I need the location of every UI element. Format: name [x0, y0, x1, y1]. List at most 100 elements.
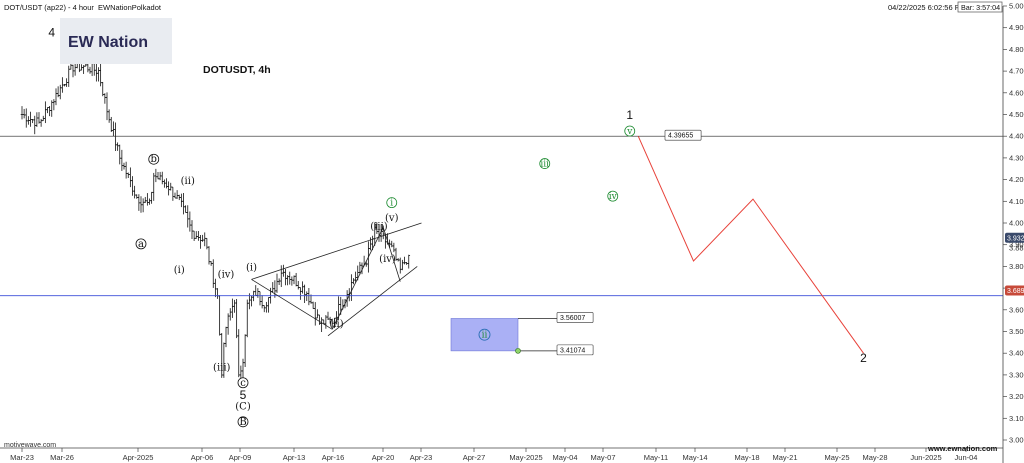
wave-label-circled: B [239, 417, 246, 428]
bar-timer: Bar: 3:57:04 [961, 3, 1000, 12]
wave-label-paren: (iv) [379, 254, 396, 265]
wave-label-paren: (ii) [329, 319, 343, 330]
projection-path [637, 135, 864, 354]
x-tick-label: Apr-20 [372, 453, 395, 462]
trendline [382, 227, 401, 282]
wave-label-circled: iii [540, 160, 549, 170]
y-tick-label: 4.100 [1009, 197, 1024, 206]
y-tick-label: 3.000 [1009, 436, 1024, 445]
author-header: EWNationPolkadot [98, 3, 162, 12]
x-tick-label: May-28 [862, 453, 887, 462]
trendline [251, 222, 422, 280]
wave-label-circle [539, 158, 551, 169]
wave-label-circle [607, 190, 619, 202]
timestamp-header: 04/22/2025 6:02:56 PM [888, 3, 966, 12]
y-tick-label: 3.400 [1009, 349, 1024, 358]
bar-timer-box [957, 1, 1003, 13]
wave-label-circled: iv [609, 192, 618, 202]
brand-text: EW Nation [68, 34, 148, 51]
trendline [251, 279, 333, 330]
wave-label-circle [237, 416, 249, 428]
y-tick-label: 3.800 [1009, 262, 1024, 271]
x-tick-label: May-21 [772, 453, 797, 462]
x-tick-label: May-2025 [509, 453, 542, 462]
box-wave-circle [478, 328, 491, 341]
footer-left: motivewave.com [4, 442, 56, 449]
x-tick-label: Apr-06 [191, 453, 214, 462]
y-tick-label: 3.200 [1009, 392, 1024, 401]
x-tick-label: Apr-13 [283, 453, 306, 462]
wave-label-paren: (i) [246, 263, 257, 274]
wave-label-circled: i [390, 199, 393, 209]
box-top-value-box [556, 312, 594, 323]
symbol-header: DOT/USDT (ap22) - 4 hour [4, 3, 94, 12]
target-zone-box [450, 318, 519, 352]
y-tick-label: 3.600 [1009, 305, 1024, 314]
chart-title: DOTUSDT, 4h [203, 64, 271, 76]
brand-logo: EW Nation [60, 18, 172, 64]
wave-label-major: 1 [626, 108, 633, 122]
y-tick-label: 4.500 [1009, 110, 1024, 119]
plot-area [0, 6, 1003, 448]
candles [20, 54, 411, 379]
x-tick-label: Jun-2025 [910, 453, 941, 462]
wave-label-circled: b [151, 154, 157, 165]
target-price-tag: 4.39655 [668, 133, 693, 140]
price-label: 3.885 [1009, 243, 1024, 252]
current-price-tag-bg [1005, 232, 1024, 243]
y-tick-label: 4.400 [1009, 132, 1024, 141]
box-wave-label: ii [482, 331, 488, 341]
x-tick-label: May-14 [682, 453, 707, 462]
x-tick-label: Apr-16 [322, 453, 345, 462]
wave-label-major: 5 [240, 388, 247, 402]
wave-label-paren: (iii) [213, 363, 230, 374]
wave-label-circle [135, 238, 147, 250]
wave-label-paren: (i) [174, 265, 185, 276]
target-price-tag-box [664, 129, 702, 141]
support-price-tag-bg [1005, 285, 1024, 296]
support-price-tag: 3.689 [1007, 288, 1024, 295]
wave-label-circled: v [626, 127, 633, 137]
chart-frame [0, 6, 1003, 448]
wave-label-circled: c [240, 378, 246, 389]
wave-label-circle [386, 197, 398, 209]
current-price-tag: 3.932 [1007, 235, 1024, 242]
box-anchor-point [515, 348, 521, 354]
x-tick-label: Apr-09 [229, 453, 252, 462]
box-bottom-value: 3.41074 [560, 347, 585, 354]
wave-label-circled: a [138, 239, 144, 250]
y-tick-label: 4.300 [1009, 153, 1024, 162]
x-tick-label: Mar-23 [10, 453, 34, 462]
wave-label-paren: (v) [385, 213, 399, 224]
y-tick-label: 4.700 [1009, 67, 1024, 76]
wave-label-major: 4 [48, 25, 55, 39]
x-tick-label: May-25 [824, 453, 849, 462]
box-bottom-value-box [556, 344, 594, 356]
y-tick-label: 4.800 [1009, 45, 1024, 54]
x-tick-label: Apr-27 [463, 453, 486, 462]
box-top-value: 3.56007 [560, 315, 585, 322]
wave-label-circle [237, 377, 249, 389]
y-tick-label: 3.100 [1009, 414, 1024, 423]
wave-label-paren: (iii) [370, 222, 387, 233]
y-tick-label: 3.500 [1009, 327, 1024, 336]
x-tick-label: Jun-04 [955, 453, 978, 462]
y-tick-label: 3.300 [1009, 370, 1024, 379]
overlay-lines: 3.56007 3.41074 4.39655 [0, 129, 1003, 356]
x-tick-label: Apr-23 [410, 453, 433, 462]
wave-label-paren: (C) [235, 402, 251, 413]
footer-right: www.ewnation.com [927, 444, 998, 453]
x-tick-label: Apr-2025 [123, 453, 154, 462]
x-tick-label: May-18 [734, 453, 759, 462]
x-tick-label: May-04 [552, 453, 577, 462]
wave-label-circle [624, 125, 636, 137]
wave-label-circle [148, 153, 160, 165]
wave-label-major: 2 [860, 351, 867, 365]
y-tick-label: 4.200 [1009, 175, 1024, 184]
y-tick-label: 5.000 [1009, 2, 1024, 11]
y-tick-label: 4.000 [1009, 219, 1024, 228]
x-tick-label: Mar-26 [50, 453, 74, 462]
